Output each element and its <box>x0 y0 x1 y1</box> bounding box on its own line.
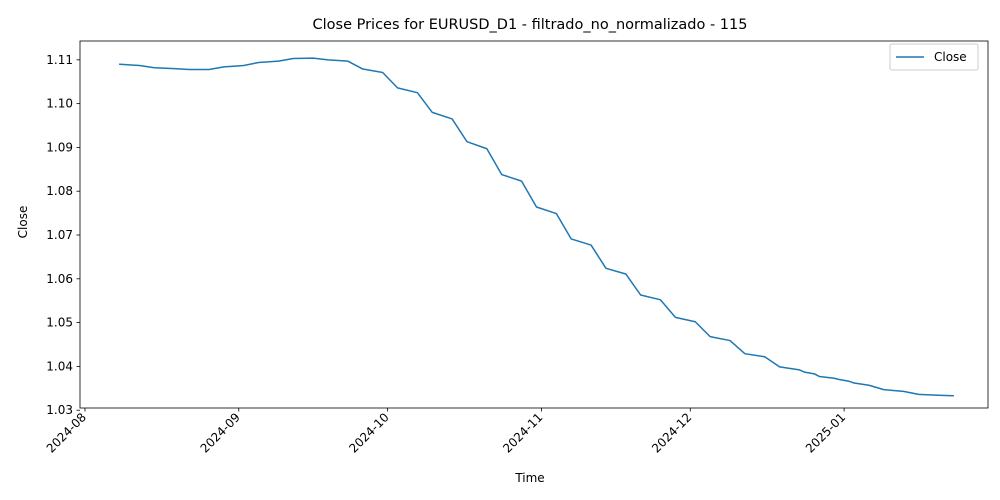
y-tick-label: 1.04 <box>46 359 73 373</box>
y-tick-label: 1.11 <box>46 53 73 67</box>
y-tick-label: 1.07 <box>46 228 73 242</box>
chart-title: Close Prices for EURUSD_D1 - filtrado_no… <box>313 17 748 33</box>
y-tick-label: 1.10 <box>46 97 73 111</box>
y-axis-label: Close <box>16 206 30 239</box>
y-tick-label: 1.06 <box>46 272 73 286</box>
x-axis-label: Time <box>514 471 544 485</box>
legend-label-close: Close <box>934 50 967 64</box>
series-line-close <box>118 57 955 397</box>
legend-box <box>889 43 979 71</box>
axes-frame <box>79 40 989 409</box>
y-tick-label: 1.09 <box>46 140 73 154</box>
y-tick-label: 1.08 <box>46 184 73 198</box>
y-tick-label: 1.03 <box>46 403 73 417</box>
legend: Close <box>889 43 979 71</box>
y-tick-label: 1.05 <box>46 316 73 330</box>
